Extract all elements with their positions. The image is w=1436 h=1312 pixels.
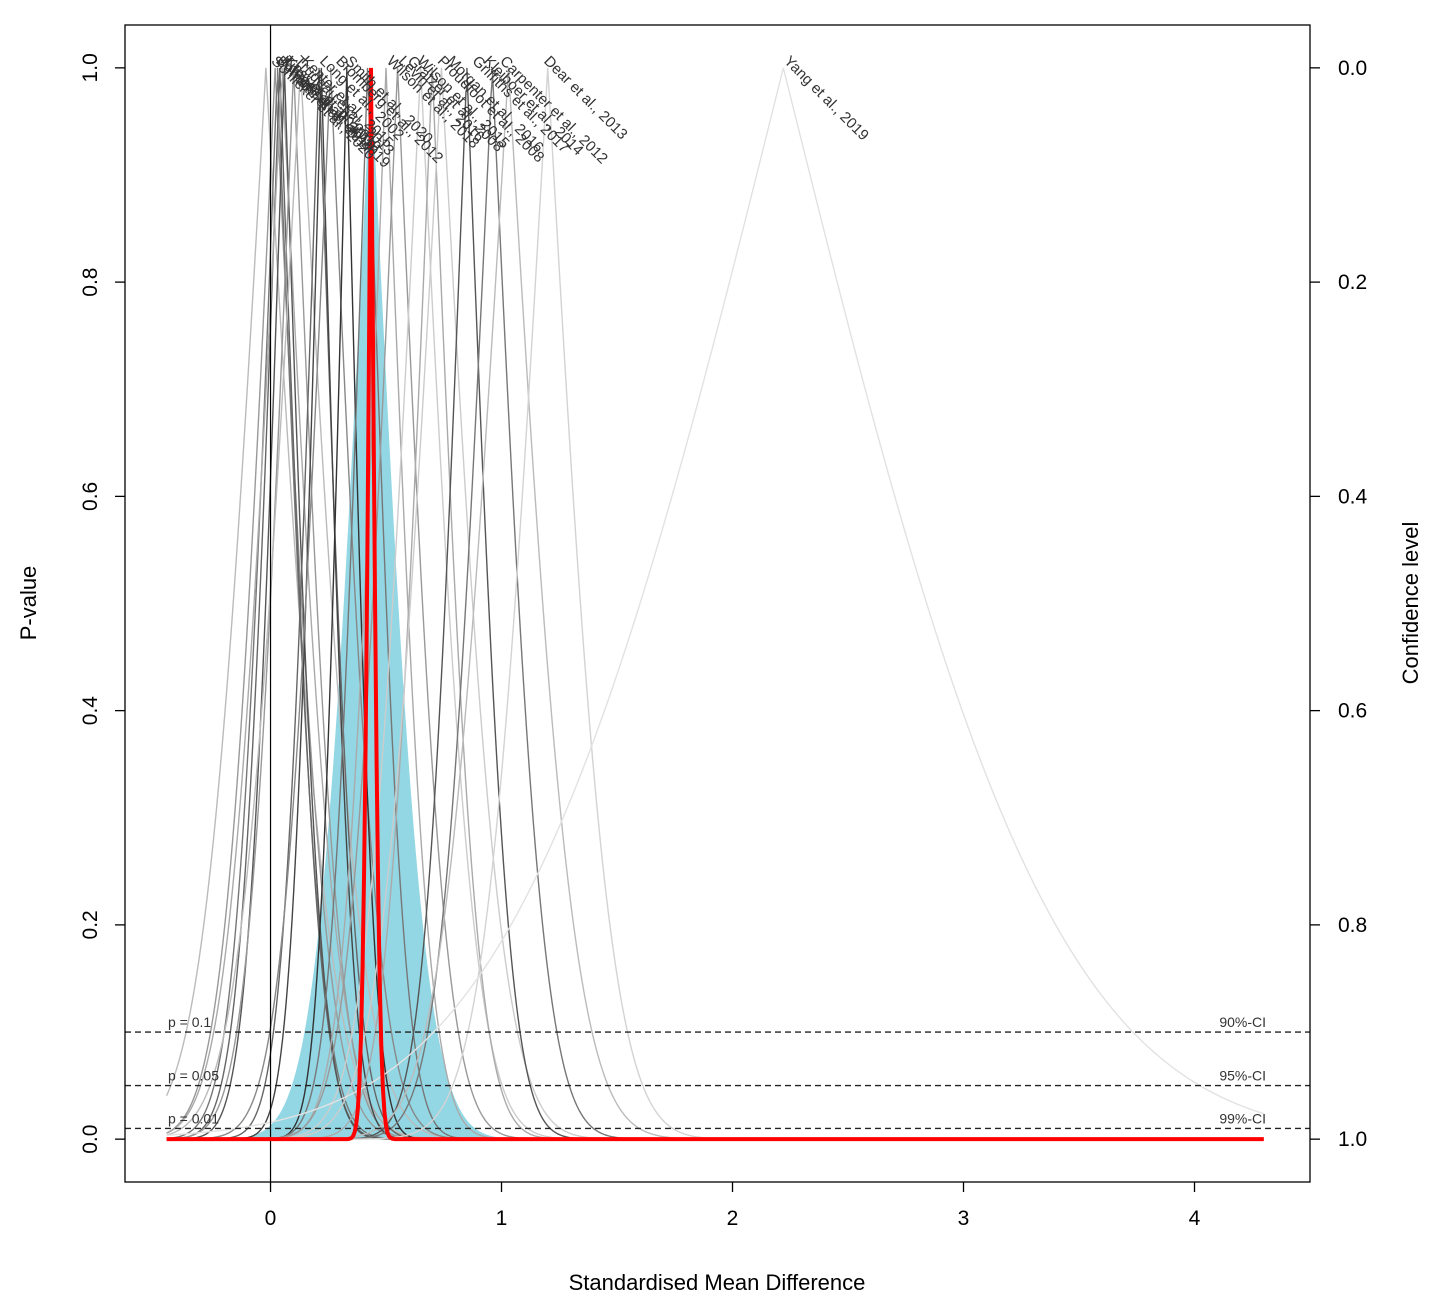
- pooled-estimate-curve: [166, 67, 1264, 1142]
- y2-tick-label-1: 0.2: [1338, 271, 1367, 294]
- y2-tick-label-3: 0.6: [1338, 700, 1367, 723]
- x-tick-label-0: 0: [265, 1207, 277, 1230]
- y-tick-label-1: 0.2: [79, 910, 102, 939]
- y-tick-label-5: 1.0: [79, 53, 102, 82]
- y2-tick-label-4: 0.8: [1338, 914, 1367, 937]
- x-tick-label-2: 2: [727, 1207, 739, 1230]
- y-axis-right: 0.0 0.2 0.4 0.6 0.8 1.0: [1310, 57, 1368, 1151]
- y-axis-title: P-value: [16, 566, 41, 641]
- y2-tick-label-0: 0.0: [1338, 57, 1367, 80]
- ref-line-label-right-0: 90%-CI: [1219, 1014, 1266, 1030]
- ref-line-label-left-2: p = 0.01: [168, 1110, 219, 1126]
- x-tick-label-1: 1: [496, 1207, 508, 1230]
- y2-tick-label-5: 1.0: [1338, 1128, 1367, 1151]
- y-axis-left: 0.0 0.2 0.4 0.6 0.8 1.0: [79, 53, 125, 1154]
- study-curves: [165, 67, 1265, 1140]
- ref-line-label-right-1: 95%-CI: [1219, 1068, 1266, 1084]
- x-axis-title: Standardised Mean Difference: [569, 1270, 866, 1295]
- x-tick-label-3: 3: [958, 1207, 970, 1230]
- ref-line-label-left-1: p = 0.05: [168, 1068, 219, 1084]
- y-tick-label-3: 0.6: [79, 482, 102, 511]
- ref-line-label-right-2: 99%-CI: [1219, 1110, 1266, 1126]
- p-value-reference-lines: p = 0.1 90%-CI p = 0.05 95%-CI p = 0.01 99%-C…: [125, 1014, 1310, 1130]
- y-tick-label-4: 0.8: [79, 268, 102, 297]
- study-label-21: Yang et al., 2019: [780, 53, 871, 144]
- y2-tick-label-2: 0.4: [1338, 485, 1368, 508]
- y2-axis-title: Confidence level: [1398, 522, 1423, 685]
- ref-line-label-left-0: p = 0.1: [168, 1014, 211, 1030]
- plot-frame: [124, 24, 1311, 1183]
- y-tick-label-0: 0.0: [79, 1125, 102, 1154]
- study-curve-22: [166, 67, 1265, 1136]
- y-tick-label-2: 0.4: [79, 696, 102, 726]
- x-tick-label-4: 4: [1189, 1207, 1201, 1230]
- x-axis: 0 1 2 3 4: [265, 1182, 1201, 1230]
